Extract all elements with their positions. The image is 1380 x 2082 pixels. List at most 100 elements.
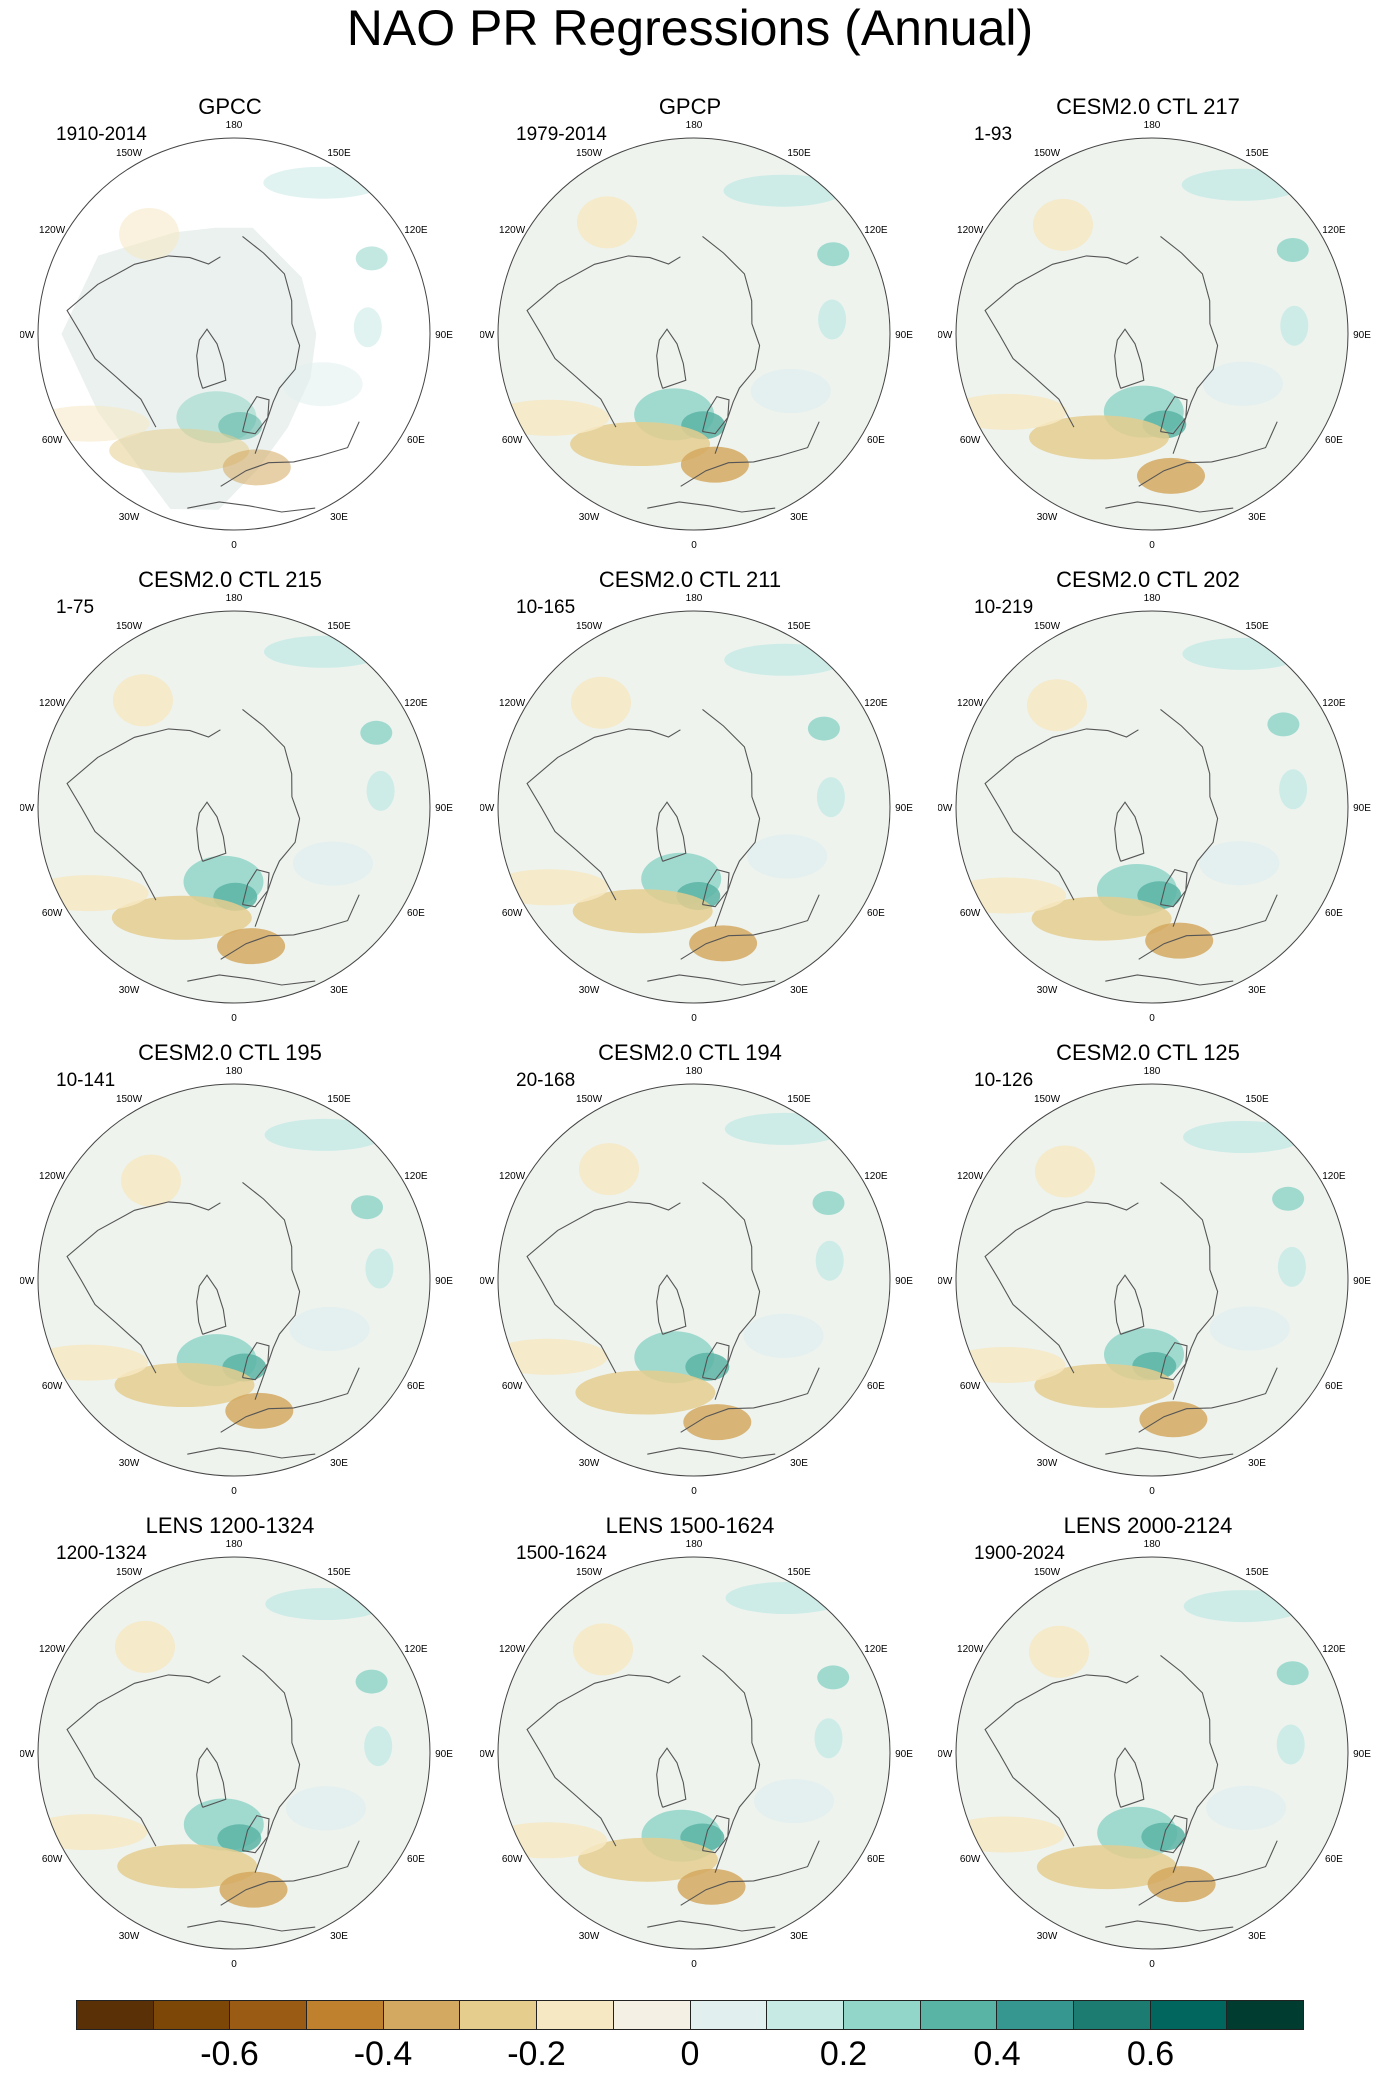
colorbar-swatch bbox=[920, 2001, 998, 2029]
longitude-label: 60E bbox=[407, 435, 425, 446]
map-panel: LENS 1500-1624 1500-1624 180 150E 120E 90E 60E… bbox=[480, 1513, 940, 1983]
longitude-label: 120E bbox=[1322, 698, 1346, 709]
longitude-label: 120W bbox=[39, 1644, 66, 1655]
polar-map: 180 150E 120E 90E 60E 30E 0 30W 60W 90W 120W 150W bbox=[20, 120, 453, 551]
longitude-label: 150E bbox=[1245, 621, 1269, 632]
longitude-label: 30E bbox=[790, 512, 808, 523]
map-field bbox=[38, 1557, 430, 1949]
longitude-label: 180 bbox=[226, 120, 243, 131]
map-field bbox=[498, 611, 890, 1003]
figure-title: NAO PR Regressions (Annual) bbox=[346, 0, 1034, 56]
longitude-label: 90W bbox=[480, 1276, 495, 1287]
colorbar-tick-label: 0.4 bbox=[973, 2035, 1021, 2073]
map-boundary bbox=[497, 1083, 891, 1477]
longitude-label: 90W bbox=[20, 803, 35, 814]
longitude-label: 30W bbox=[579, 512, 600, 523]
longitude-label: 120W bbox=[39, 1171, 66, 1182]
map-panel: CESM2.0 CTL 194 20-168 180 150E 120E 90E 60E 30… bbox=[480, 1040, 940, 1510]
longitude-label: 90W bbox=[938, 803, 953, 814]
longitude-label: 90W bbox=[480, 803, 495, 814]
longitude-label: 90E bbox=[895, 803, 913, 814]
longitude-label: 150E bbox=[327, 621, 351, 632]
panel-period: 1900-2024 bbox=[974, 1543, 1065, 1564]
longitude-label: 180 bbox=[1144, 120, 1161, 131]
longitude-label: 180 bbox=[686, 120, 703, 131]
colorbar-swatch bbox=[383, 2001, 461, 2029]
longitude-label: 60W bbox=[502, 1854, 523, 1865]
map-boundary bbox=[37, 610, 431, 1004]
longitude-label: 90E bbox=[1353, 330, 1371, 341]
longitude-label: 150E bbox=[1245, 1567, 1269, 1578]
map-field bbox=[956, 611, 1348, 1003]
longitude-label: 150W bbox=[1034, 621, 1061, 632]
panel-period: 1500-1624 bbox=[516, 1543, 607, 1564]
panel-period: 20-168 bbox=[516, 1070, 576, 1091]
longitude-label: 60E bbox=[867, 908, 885, 919]
panel-title: CESM2.0 CTL 215 bbox=[138, 567, 322, 592]
panel-title: LENS 2000-2124 bbox=[1063, 1513, 1233, 1538]
panel-period: 10-219 bbox=[974, 597, 1034, 618]
longitude-label: 30W bbox=[119, 512, 140, 523]
colorbar-tick-label: 0.6 bbox=[1126, 2035, 1175, 2073]
longitude-label: 120W bbox=[957, 1644, 984, 1655]
longitude-label: 120W bbox=[39, 698, 66, 709]
panel-title: CESM2.0 CTL 211 bbox=[598, 567, 782, 592]
longitude-label: 150E bbox=[1245, 148, 1269, 159]
longitude-label: 60E bbox=[867, 435, 885, 446]
longitude-label: 120W bbox=[499, 698, 526, 709]
longitude-label: 90W bbox=[938, 330, 953, 341]
panel-title: CESM2.0 CTL 202 bbox=[1056, 567, 1240, 592]
map-boundary bbox=[955, 137, 1349, 531]
longitude-label: 180 bbox=[1144, 593, 1161, 604]
colorbar-swatch bbox=[767, 2001, 844, 2029]
colorbar-swatch bbox=[230, 2001, 308, 2029]
longitude-label: 30W bbox=[119, 1458, 140, 1469]
colorbar-swatch bbox=[307, 2001, 384, 2029]
panel-title: CESM2.0 CTL 194 bbox=[598, 1040, 782, 1065]
longitude-label: 0 bbox=[691, 540, 697, 551]
longitude-label: 90E bbox=[895, 1276, 913, 1287]
longitude-label: 90E bbox=[435, 1749, 453, 1760]
longitude-label: 150E bbox=[787, 148, 811, 159]
longitude-label: 0 bbox=[231, 1013, 237, 1024]
longitude-label: 150E bbox=[327, 1094, 351, 1105]
polar-map: 180 150E 120E 90E 60E 30E 0 30W 60W 90W 120W 150W bbox=[20, 1539, 453, 1970]
longitude-label: 90E bbox=[435, 330, 453, 341]
longitude-label: 30W bbox=[579, 1931, 600, 1942]
panel-title: CESM2.0 CTL 217 bbox=[1056, 94, 1240, 119]
map-panel: CESM2.0 CTL 202 10-219 180 150E 120E 90E 60E 30… bbox=[938, 567, 1380, 1037]
longitude-label: 60W bbox=[42, 1381, 63, 1392]
longitude-label: 150E bbox=[787, 1094, 811, 1105]
longitude-label: 60W bbox=[960, 1854, 981, 1865]
map-boundary bbox=[37, 1083, 431, 1477]
longitude-label: 30W bbox=[119, 985, 140, 996]
map-field bbox=[498, 1084, 890, 1476]
longitude-label: 120W bbox=[957, 1171, 984, 1182]
colorbar-swatch bbox=[1150, 2001, 1228, 2029]
polar-map: 180 150E 120E 90E 60E 30E 0 30W 60W 90W 120W 150W bbox=[20, 1066, 453, 1497]
map-field bbox=[956, 1084, 1348, 1476]
map-boundary bbox=[497, 610, 891, 1004]
colorbar-swatch bbox=[843, 2001, 921, 2029]
colorbar-swatch bbox=[537, 2001, 614, 2029]
map-panel: CESM2.0 CTL 195 10-141 180 150E 120E 90E 60E 30… bbox=[20, 1040, 480, 1510]
longitude-label: 120E bbox=[1322, 1644, 1346, 1655]
longitude-label: 120E bbox=[864, 1644, 888, 1655]
longitude-label: 120E bbox=[404, 1171, 428, 1182]
longitude-label: 60W bbox=[42, 908, 63, 919]
map-boundary bbox=[955, 1083, 1349, 1477]
polar-map: 180 150E 120E 90E 60E 30E 0 30W 60W 90W 120W 150W bbox=[480, 120, 913, 551]
longitude-label: 0 bbox=[1149, 540, 1155, 551]
longitude-label: 30E bbox=[330, 1458, 348, 1469]
colorbar-labels: -0.6 -0.4 -0.2 0 0.2 0.4 0.6 bbox=[76, 2032, 1304, 2076]
longitude-label: 30E bbox=[330, 1931, 348, 1942]
longitude-label: 60E bbox=[407, 1854, 425, 1865]
longitude-label: 180 bbox=[226, 593, 243, 604]
longitude-label: 30E bbox=[790, 1931, 808, 1942]
longitude-label: 0 bbox=[1149, 1486, 1155, 1497]
map-panel: CESM2.0 CTL 215 1-75 180 150E 120E 90E 60E 30E 0… bbox=[20, 567, 480, 1037]
colorbar: -0.6 -0.4 -0.2 0 0.2 0.4 0.6 bbox=[76, 2000, 1304, 2076]
map-field bbox=[38, 138, 430, 530]
colorbar-tick-label: 0.2 bbox=[819, 2035, 868, 2073]
panel-period: 10-141 bbox=[56, 1070, 116, 1091]
